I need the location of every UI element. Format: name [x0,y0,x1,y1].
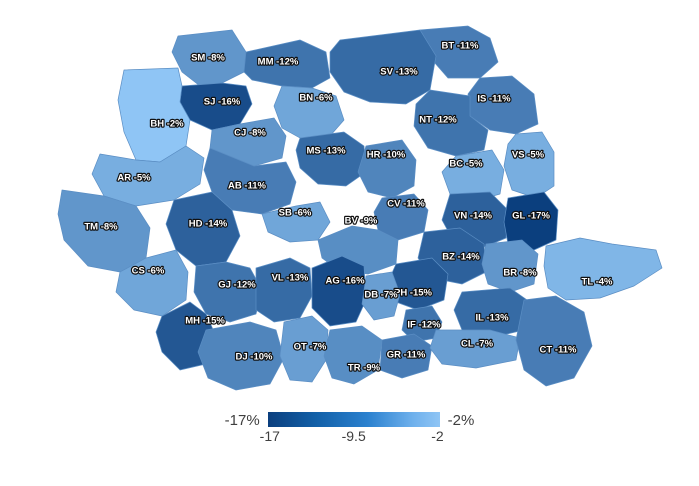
county-tr[interactable] [323,325,383,385]
county-label-cs: CS -6% [132,266,165,277]
county-label-bz: BZ -14% [442,252,480,263]
county-ar[interactable] [91,145,205,207]
county-label-ab: AB -11% [228,181,267,192]
county-label-vl: VL -13% [272,273,309,284]
county-gr[interactable] [379,333,433,379]
map-svg: SM -8% MM -12% BT -11% SV -13% IS -11% SJ -16… [57,25,663,391]
legend-inner: -17% -17 -9.5 -2 -2% [224,412,475,447]
legend-bar-holder: -17 -9.5 -2 [260,412,444,447]
county-sb[interactable] [261,201,331,243]
county-ct[interactable] [515,295,593,387]
county-gl[interactable] [503,191,559,251]
county-labels-layer: SM -8% MM -12% BT -11% SV -13% IS -11% SJ -16… [83,39,614,374]
legend-max-caption: -2% [447,412,475,429]
county-label-gl: GL -17% [512,211,550,222]
county-ms[interactable] [295,131,367,187]
county-label-vs: VS -5% [512,150,545,161]
county-label-gj: GJ -12% [218,280,256,291]
county-ot[interactable] [279,315,329,383]
county-gj[interactable] [193,261,263,323]
county-label-if: IF -12% [407,320,441,331]
county-label-hd: HD -14% [189,219,228,230]
legend-gradient-bar [267,412,440,427]
county-label-ot: OT -7% [294,342,327,353]
county-cv[interactable] [373,193,429,241]
county-cl[interactable] [429,329,521,369]
county-label-tl: TL -4% [582,277,614,288]
county-label-dj: DJ -10% [236,352,274,363]
county-bh[interactable] [117,67,191,163]
county-vs[interactable] [503,131,555,199]
county-tl[interactable] [543,237,663,301]
county-sv[interactable] [329,29,437,105]
county-label-bt: BT -11% [442,41,480,52]
county-label-vn: VN -14% [454,211,493,222]
legend-tick-min: -17 [259,428,280,444]
county-dj[interactable] [197,321,285,391]
county-label-sv: SV -13% [380,67,418,78]
county-label-hr: HR -10% [367,150,406,161]
county-il[interactable] [453,287,531,339]
county-label-ag: AG -16% [325,276,365,287]
county-label-bn: BN -6% [299,93,333,104]
county-label-cv: CV -11% [387,199,425,210]
county-nt[interactable] [413,89,489,157]
county-ab[interactable] [203,147,297,215]
legend-min-caption: -17% [224,412,260,429]
county-db[interactable] [361,271,401,321]
legend-tick-mid: -9.5 [341,428,366,444]
county-label-cj: CJ -8% [234,128,266,139]
county-br[interactable] [481,239,539,293]
county-label-ar: AR -5% [117,173,151,184]
legend-tick-max: -2 [431,428,444,444]
color-legend: -17% -17 -9.5 -2 -2% [0,412,699,472]
county-label-br: BR -8% [503,268,537,279]
county-label-bc: BC -5% [449,159,483,170]
county-label-sb: SB -6% [279,208,312,219]
county-label-sm: SM -8% [191,53,225,64]
county-hr[interactable] [357,139,417,199]
county-vl[interactable] [255,257,313,323]
county-label-ct: CT -11% [540,345,578,356]
county-label-tr: TR -9% [348,363,381,374]
county-label-ph: PH -15% [394,288,433,299]
county-label-bv: BV -9% [345,216,378,227]
county-ag[interactable] [311,255,367,327]
county-label-tm: TM -8% [84,222,118,233]
legend-tick-labels: -17 -9.5 -2 [260,427,444,447]
county-label-cl: CL -7% [461,339,494,350]
county-label-gr: GR -11% [387,350,426,361]
romania-choropleth-map: SM -8% MM -12% BT -11% SV -13% IS -11% SJ -16… [57,25,663,391]
county-label-ms: MS -13% [306,146,346,157]
county-label-il: IL -13% [475,313,509,324]
county-label-db: DB -7% [364,290,398,301]
county-shapes-layer [57,25,663,391]
county-label-mh: MH -15% [185,316,225,327]
county-label-sj: SJ -16% [204,97,241,108]
county-cs[interactable] [115,249,189,317]
county-label-bh: BH -2% [150,119,184,130]
county-label-is: IS -11% [477,94,511,105]
county-label-mm: MM -12% [258,57,299,68]
county-label-nt: NT -12% [419,115,457,126]
